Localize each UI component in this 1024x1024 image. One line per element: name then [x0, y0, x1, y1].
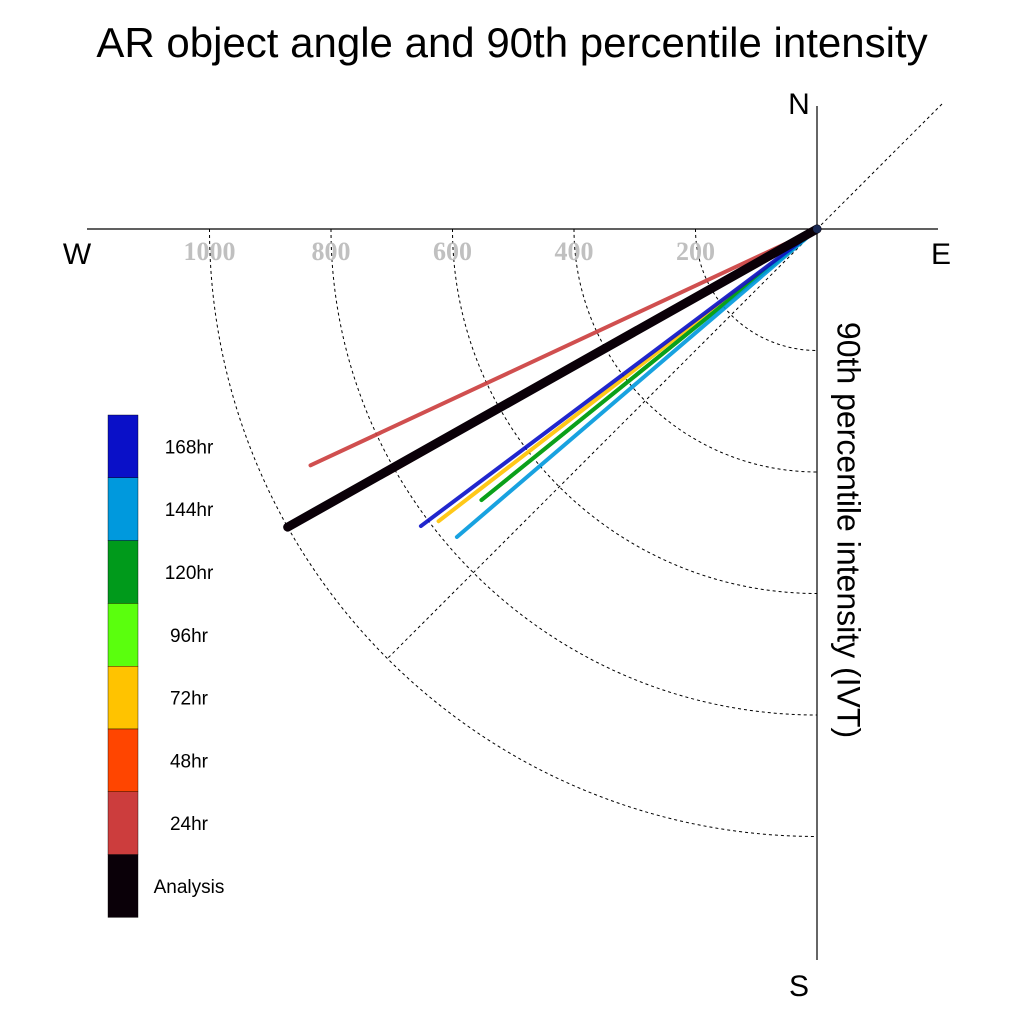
legend-swatch-24hr — [107, 791, 139, 855]
r-tick-label-400: 400 — [555, 237, 594, 266]
legend-label-96hr: 96hr — [170, 626, 209, 647]
y-axis-label: 90th percentile intensity (IVT) — [831, 322, 867, 738]
west-label: W — [63, 238, 92, 271]
series-line-24hr — [308, 227, 819, 468]
legend-swatch-48hr — [107, 728, 139, 792]
legend-swatch-72hr — [107, 666, 139, 730]
axes — [87, 106, 938, 960]
chart-title: AR object angle and 90th percentile inte… — [96, 19, 927, 66]
grid-arc-1000 — [209, 228, 818, 837]
series-line-144hr — [454, 227, 819, 539]
grid — [209, 103, 943, 837]
legend-swatch-120hr — [107, 540, 139, 604]
grid-arc-800 — [330, 228, 818, 716]
series-lines — [283, 224, 822, 539]
legend-label-144hr: 144hr — [165, 500, 214, 521]
legend-label-analysis: Analysis — [154, 877, 225, 898]
grid-arc-200 — [695, 228, 818, 351]
r-tick-label-200: 200 — [676, 237, 715, 266]
legend-swatch-168hr — [107, 414, 139, 478]
r-tick-label-600: 600 — [433, 237, 472, 266]
east-label: E — [931, 238, 951, 271]
r-tick-labels: 200 400 600 800 1000 — [184, 237, 716, 266]
series-line-120hr — [479, 227, 819, 503]
r-tick-label-1000: 1000 — [184, 237, 236, 266]
south-label: S — [789, 970, 809, 1003]
series-line-168hr — [418, 227, 819, 529]
r-tick-label-800: 800 — [312, 237, 351, 266]
legend-label-120hr: 120hr — [165, 563, 214, 584]
north-label: N — [788, 88, 810, 121]
legend-label-168hr: 168hr — [165, 437, 214, 458]
legend-label-48hr: 48hr — [170, 751, 209, 772]
grid-arc-600 — [452, 228, 818, 594]
legend: 168hr 144hr 120hr 96hr 72hr 48hr 24hr Analysis — [107, 414, 225, 918]
legend-label-24hr: 24hr — [170, 814, 209, 835]
legend-swatch-analysis — [107, 854, 139, 918]
legend-label-72hr: 72hr — [170, 689, 209, 710]
grid-arc-400 — [573, 228, 818, 473]
origin-point — [813, 225, 821, 233]
legend-swatch-144hr — [107, 477, 139, 541]
grid-diagonal — [387, 103, 943, 659]
series-line-analysis — [283, 224, 822, 532]
legend-swatch-96hr — [107, 603, 139, 667]
